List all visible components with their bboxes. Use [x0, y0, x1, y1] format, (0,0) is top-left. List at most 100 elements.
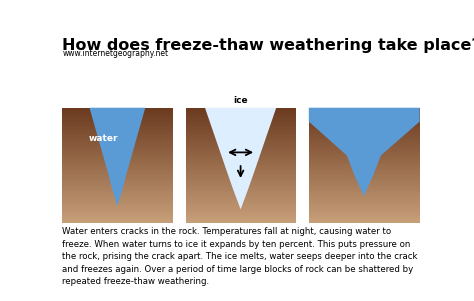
Bar — [63, 121, 173, 123]
Bar — [186, 171, 296, 173]
Bar — [186, 135, 296, 137]
Bar — [186, 189, 296, 191]
Bar — [63, 119, 173, 121]
Bar — [309, 123, 419, 125]
Bar — [186, 127, 296, 129]
Bar — [309, 177, 419, 179]
Bar — [309, 173, 419, 175]
Bar — [63, 108, 173, 110]
Bar — [63, 181, 173, 183]
Bar — [186, 202, 296, 204]
Bar — [186, 198, 296, 200]
Bar — [63, 198, 173, 200]
Bar — [309, 216, 419, 217]
Bar — [186, 212, 296, 214]
Bar — [309, 150, 419, 152]
Bar — [309, 191, 419, 192]
Bar — [63, 133, 173, 135]
Text: water: water — [89, 134, 118, 143]
Bar — [63, 171, 173, 173]
Bar — [63, 169, 173, 171]
Bar — [309, 206, 419, 208]
Bar — [309, 154, 419, 156]
Bar — [309, 214, 419, 216]
Bar — [186, 123, 296, 125]
Bar — [309, 162, 419, 163]
Bar — [186, 148, 296, 150]
Bar — [63, 166, 173, 167]
Bar — [309, 146, 419, 148]
Bar — [309, 113, 419, 115]
Bar — [63, 135, 173, 137]
Bar — [63, 127, 173, 129]
Bar — [309, 198, 419, 200]
Bar — [186, 194, 296, 196]
Bar — [63, 216, 173, 217]
Bar — [186, 162, 296, 163]
Bar — [186, 117, 296, 119]
Bar — [63, 196, 173, 198]
Bar — [309, 194, 419, 196]
Text: Water enters cracks in the rock. Temperatures fall at night, causing water to
fr: Water enters cracks in the rock. Tempera… — [63, 227, 418, 286]
Bar — [63, 138, 173, 141]
Bar — [186, 183, 296, 185]
Bar — [186, 173, 296, 175]
Bar — [186, 221, 296, 223]
Bar — [309, 108, 419, 110]
Bar — [63, 113, 173, 115]
Bar — [63, 183, 173, 185]
Bar — [63, 177, 173, 179]
Bar — [186, 144, 296, 146]
Bar — [186, 131, 296, 133]
Bar — [186, 210, 296, 212]
Bar — [63, 175, 173, 177]
Bar — [63, 148, 173, 150]
Bar — [186, 196, 296, 198]
Bar — [63, 125, 173, 127]
Bar — [186, 216, 296, 217]
Bar — [63, 210, 173, 212]
Bar — [309, 138, 419, 141]
Bar — [186, 113, 296, 115]
Bar — [309, 115, 419, 117]
Bar — [186, 217, 296, 219]
Bar — [186, 129, 296, 131]
Bar — [186, 187, 296, 189]
Bar — [186, 169, 296, 171]
Bar — [186, 185, 296, 187]
Bar — [63, 179, 173, 181]
Bar — [309, 119, 419, 121]
Bar — [309, 210, 419, 212]
Bar — [186, 206, 296, 208]
Bar — [309, 127, 419, 129]
Bar — [186, 192, 296, 194]
Bar — [309, 212, 419, 214]
Bar — [309, 196, 419, 198]
Bar — [309, 121, 419, 123]
Bar — [63, 112, 173, 113]
Bar — [186, 115, 296, 117]
Bar — [309, 169, 419, 171]
Bar — [186, 204, 296, 206]
Bar — [63, 189, 173, 191]
Bar — [309, 219, 419, 221]
Bar — [186, 119, 296, 121]
Bar — [63, 110, 173, 112]
Bar — [63, 217, 173, 219]
Polygon shape — [90, 108, 145, 206]
Bar — [186, 208, 296, 210]
Bar — [63, 152, 173, 154]
Bar — [309, 202, 419, 204]
Bar — [63, 219, 173, 221]
Bar — [309, 158, 419, 160]
Bar — [63, 123, 173, 125]
Bar — [63, 194, 173, 196]
Bar — [309, 187, 419, 189]
Bar — [63, 137, 173, 138]
Bar — [309, 179, 419, 181]
Bar — [309, 160, 419, 162]
Bar — [186, 179, 296, 181]
Bar — [186, 177, 296, 179]
Bar — [63, 173, 173, 175]
Bar — [309, 185, 419, 187]
